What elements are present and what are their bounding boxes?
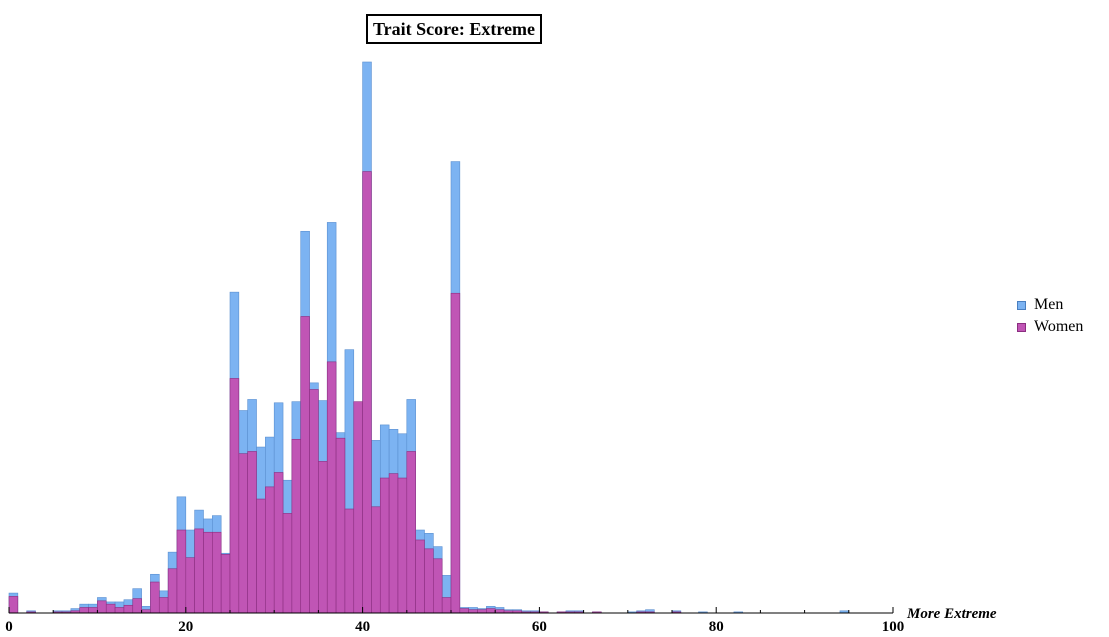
bar-women-45 (406, 451, 416, 614)
bar-women-38 (344, 508, 355, 614)
x-axis-label: More Extreme (906, 606, 997, 622)
bar-women-41 (371, 506, 381, 614)
bar-women-26 (238, 453, 248, 614)
bar-women-30 (273, 472, 284, 614)
bar-women-43 (388, 473, 399, 614)
bar-women-25 (229, 378, 240, 614)
bar-women-22 (203, 531, 213, 614)
bar-women-17 (158, 597, 169, 614)
bar-women-54 (486, 608, 496, 614)
bar-women-33 (300, 316, 310, 614)
legend-swatch-men (1017, 300, 1026, 310)
bar-women-47 (424, 548, 434, 614)
chart-title: Trait Score: Extreme (366, 14, 542, 44)
x-tick-label-60: 60 (532, 619, 547, 635)
legend-item-men: Men (1017, 294, 1083, 316)
bar-women-19 (176, 529, 187, 614)
bar-women-35 (318, 461, 328, 614)
bar-women-12 (114, 607, 125, 614)
bar-women-20 (185, 557, 195, 614)
bar-women-10 (97, 600, 107, 614)
bar-women-21 (194, 528, 204, 614)
bar-women-32 (291, 438, 302, 614)
bar-women-50 (450, 292, 461, 614)
bar-women-34 (309, 389, 319, 614)
x-tick-label-100: 100 (882, 619, 905, 635)
bar-women-27 (247, 451, 257, 614)
bar-women-46 (415, 539, 425, 614)
bar-women-13 (123, 604, 134, 614)
bar-women-29 (265, 486, 275, 614)
x-tick-label-40: 40 (355, 619, 370, 635)
bar-women-9 (88, 607, 98, 614)
bar-women-51 (459, 608, 469, 614)
bar-women-16 (150, 581, 160, 614)
bar-women-28 (256, 498, 266, 614)
legend-swatch-women (1017, 322, 1026, 332)
bar-women-31 (282, 513, 293, 614)
bar-women-8 (79, 607, 89, 614)
bar-women-49 (441, 597, 452, 614)
legend-label-men: Men (1034, 296, 1064, 313)
bar-women-40 (362, 171, 372, 614)
bar-women-39 (353, 401, 363, 614)
bar-women-0 (8, 596, 19, 614)
bar-women-23 (212, 531, 222, 614)
bars-group (8, 61, 850, 614)
bar-women-11 (105, 603, 116, 614)
bar-women-44 (397, 477, 408, 614)
legend: Men Women (1017, 294, 1083, 338)
bar-women-48 (433, 558, 443, 614)
bar-women-42 (379, 477, 390, 614)
bar-women-14 (132, 598, 142, 614)
legend-item-women: Women (1017, 316, 1083, 338)
x-tick-label-0: 0 (5, 619, 13, 635)
bar-women-24 (220, 554, 231, 614)
legend-label-women: Women (1034, 318, 1084, 335)
bar-women-18 (167, 568, 178, 614)
x-tick-label-80: 80 (709, 619, 724, 635)
bar-women-37 (335, 437, 346, 614)
bar-women-36 (326, 361, 337, 614)
x-tick-label-20: 20 (178, 619, 193, 635)
